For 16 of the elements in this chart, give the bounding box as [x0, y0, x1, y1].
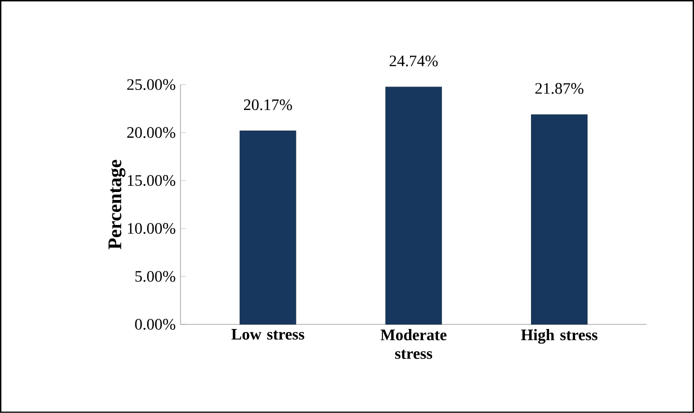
data-label: 24.74%	[390, 56, 438, 66]
x-tick-label: Moderate stress	[380, 329, 446, 359]
y-tick-label: 10.00%	[128, 223, 176, 234]
data-label: 21.87%	[535, 83, 584, 94]
y-tick-label: 20.00%	[127, 127, 176, 138]
y-axis-title: Percentage	[108, 160, 126, 250]
x-tick-label: Low stress	[231, 329, 304, 340]
y-tick-label: 15.00%	[128, 175, 176, 186]
data-label: 20.17%	[244, 99, 292, 110]
y-tick-label: 5.00%	[135, 270, 176, 282]
bar	[240, 130, 296, 325]
x-tick-label: High stress	[521, 329, 598, 344]
y-tick-label: 0.00%	[135, 318, 176, 330]
y-tick-label: 25.00%	[127, 79, 176, 90]
bar	[385, 86, 442, 325]
bar	[531, 114, 588, 325]
